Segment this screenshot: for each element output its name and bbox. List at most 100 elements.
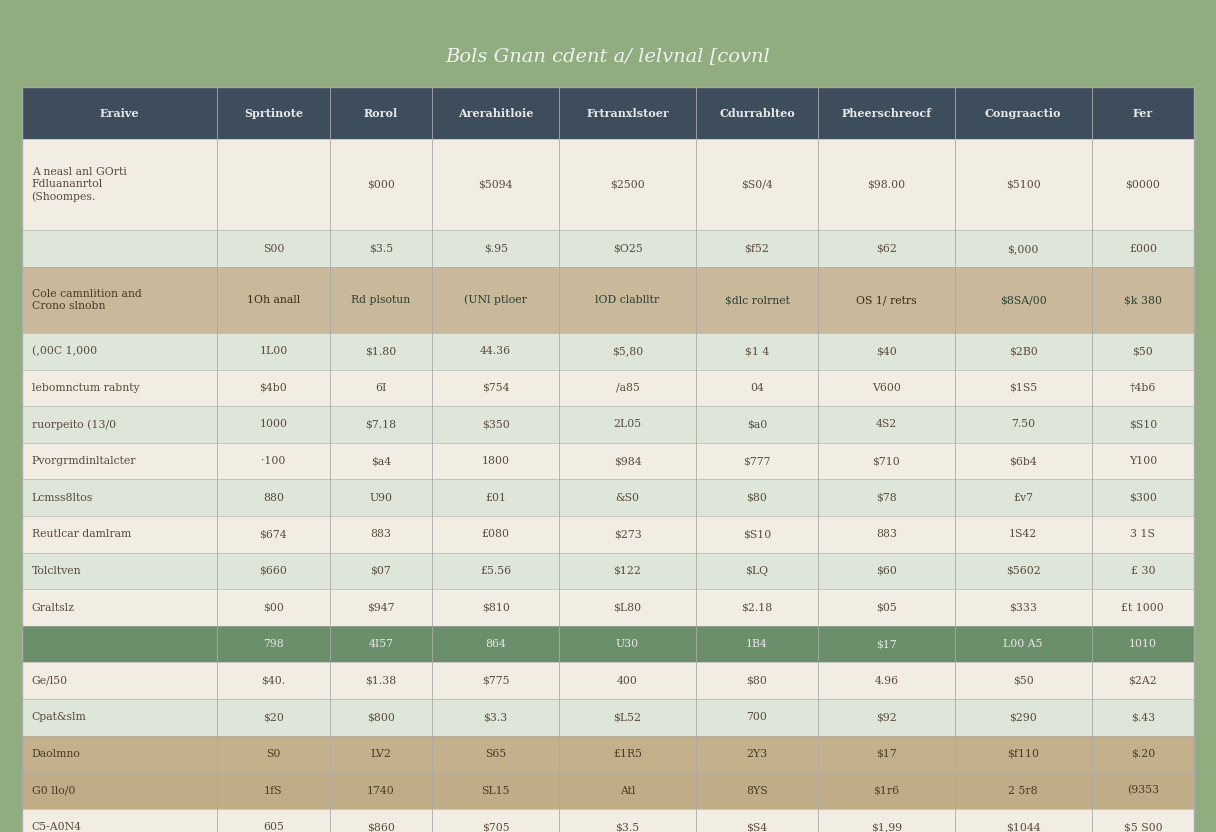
Text: $1.38: $1.38 [365,676,396,686]
Text: $1 4: $1 4 [745,346,769,356]
Text: $800: $800 [367,712,395,722]
Text: $775: $775 [482,676,510,686]
Text: 1B4: 1B4 [747,639,767,649]
FancyBboxPatch shape [22,369,1194,406]
Text: $4b0: $4b0 [259,383,287,393]
Text: U30: U30 [617,639,640,649]
Text: $.95: $.95 [484,244,507,254]
Text: SL15: SL15 [482,785,510,795]
Text: $3.3: $3.3 [484,712,508,722]
Text: $5100: $5100 [1006,180,1041,190]
Text: $a0: $a0 [747,419,767,429]
Text: 1800: 1800 [482,456,510,466]
Text: £v7: £v7 [1013,493,1034,503]
Text: S00: S00 [263,244,285,254]
FancyBboxPatch shape [22,87,1194,139]
Text: 1S42: 1S42 [1009,529,1037,539]
Text: Cole camnlition and
Crono slnobn: Cole camnlition and Crono slnobn [32,289,141,311]
Text: $122: $122 [614,566,642,576]
Text: (,00C 1,000: (,00C 1,000 [32,346,97,356]
Text: Pvorgrmdinltalcter: Pvorgrmdinltalcter [32,456,136,466]
Text: $78: $78 [876,493,896,503]
Text: /a85: /a85 [615,383,640,393]
Text: Atl: Atl [620,785,635,795]
Text: £000: £000 [1128,244,1156,254]
FancyBboxPatch shape [22,552,1194,589]
Text: 3 1S: 3 1S [1131,529,1155,539]
Text: lebomnctum rabnty: lebomnctum rabnty [32,383,140,393]
Text: Bols Gnan cdent a/ lelvnal [covnl: Bols Gnan cdent a/ lelvnal [covnl [445,47,771,65]
Text: $300: $300 [1128,493,1156,503]
Text: Reutlcar damlram: Reutlcar damlram [32,529,131,539]
Text: $860: $860 [367,822,395,832]
FancyBboxPatch shape [22,772,1194,809]
Text: $O25: $O25 [613,244,642,254]
Text: 1fS: 1fS [264,785,282,795]
Text: $0000: $0000 [1125,180,1160,190]
Text: $2500: $2500 [610,180,644,190]
Text: $60: $60 [876,566,897,576]
Text: $80: $80 [747,493,767,503]
Text: Daolmno: Daolmno [32,749,80,759]
Text: $705: $705 [482,822,510,832]
Text: Arerahitloie: Arerahitloie [458,107,534,119]
Text: $7.18: $7.18 [365,419,396,429]
Text: $LQ: $LQ [745,566,769,576]
Text: 44.36: 44.36 [480,346,511,356]
Text: $8SA/00: $8SA/00 [1000,295,1047,305]
Text: $92: $92 [876,712,896,722]
Text: $S10: $S10 [1128,419,1156,429]
Text: $40.: $40. [261,676,286,686]
Text: $5094: $5094 [478,180,513,190]
FancyBboxPatch shape [22,662,1194,699]
Text: 4.96: 4.96 [874,676,899,686]
Text: $f52: $f52 [744,244,770,254]
Text: $17: $17 [876,749,896,759]
Text: Ge/l50: Ge/l50 [32,676,68,686]
Text: $777: $777 [743,456,771,466]
Text: Fer: Fer [1132,107,1153,119]
Text: $1044: $1044 [1006,822,1041,832]
Text: Congraactio: Congraactio [985,107,1062,119]
Text: $50: $50 [1132,346,1153,356]
Text: Cdurrablteo: Cdurrablteo [719,107,795,119]
Text: $62: $62 [876,244,897,254]
Text: $S10: $S10 [743,529,771,539]
Text: $333: $333 [1009,602,1037,612]
Text: (9353: (9353 [1127,785,1159,795]
Text: 04: 04 [750,383,764,393]
Text: $f110: $f110 [1007,749,1040,759]
Text: $50: $50 [1013,676,1034,686]
FancyBboxPatch shape [22,267,1194,333]
Text: $1,99: $1,99 [871,822,902,832]
Text: $1.80: $1.80 [365,346,396,356]
Text: Rd plsotun: Rd plsotun [351,295,411,305]
Text: £1R5: £1R5 [613,749,642,759]
Text: Eraive: Eraive [100,107,140,119]
Text: $.43: $.43 [1131,712,1155,722]
FancyBboxPatch shape [22,139,1194,230]
Text: 4I57: 4I57 [368,639,394,649]
Text: A neasl anl GOrti
Fdluananrtol
(Shoompes.: A neasl anl GOrti Fdluananrtol (Shoompes… [32,167,126,202]
Text: $290: $290 [1009,712,1037,722]
Text: S65: S65 [485,749,506,759]
Text: Cpat&slm: Cpat&slm [32,712,86,722]
Text: S0: S0 [266,749,281,759]
Text: 1Oh anall: 1Oh anall [247,295,300,305]
Text: 8YS: 8YS [747,785,767,795]
Text: 1740: 1740 [367,785,395,795]
Text: 4S2: 4S2 [876,419,897,429]
Text: $1S5: $1S5 [1009,383,1037,393]
Text: $710: $710 [873,456,900,466]
Text: 1000: 1000 [259,419,287,429]
FancyBboxPatch shape [22,735,1194,772]
Text: 700: 700 [747,712,767,722]
Text: $674: $674 [259,529,287,539]
Text: Pheerschreocf: Pheerschreocf [841,107,931,119]
Text: 6I: 6I [376,383,387,393]
Text: 2L05: 2L05 [614,419,642,429]
Text: V600: V600 [872,383,901,393]
Text: $80: $80 [747,676,767,686]
Text: †4b6: †4b6 [1130,383,1156,393]
FancyBboxPatch shape [22,626,1194,662]
